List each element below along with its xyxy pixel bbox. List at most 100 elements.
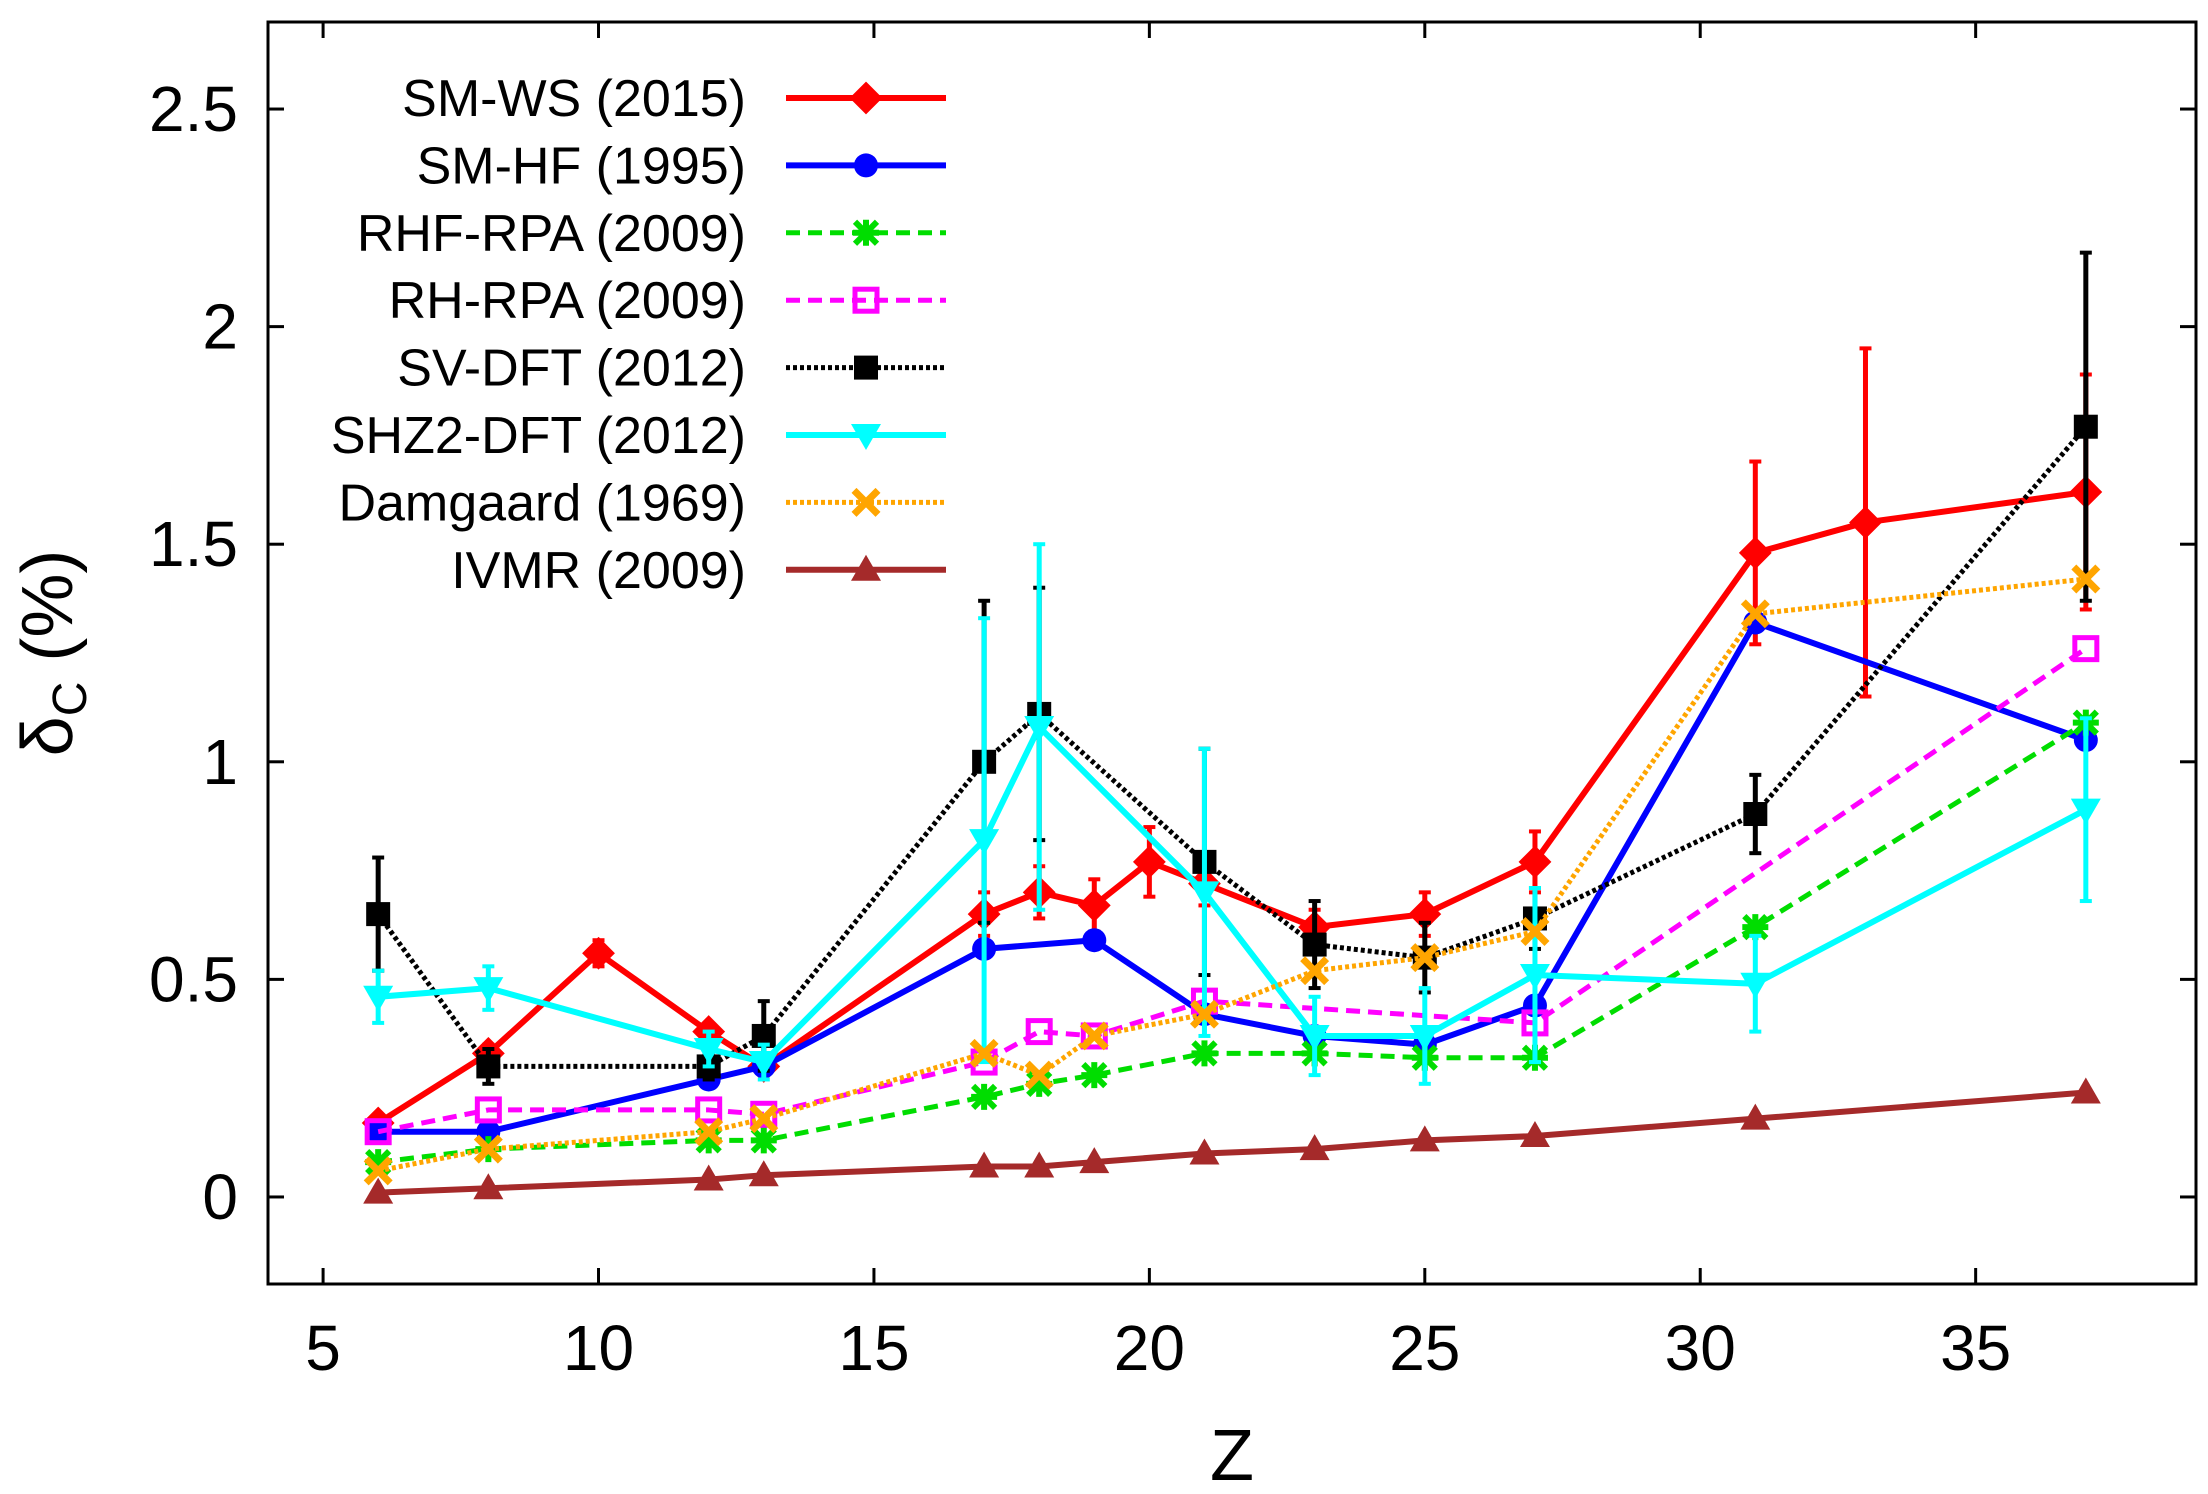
legend-label: RHF-RPA (2009) bbox=[357, 205, 746, 263]
x-tick-label: 10 bbox=[563, 1312, 634, 1384]
y-tick-label: 1 bbox=[202, 726, 238, 798]
data-point bbox=[1081, 1061, 1108, 1089]
data-point bbox=[363, 1177, 394, 1204]
data-point bbox=[582, 936, 615, 970]
data-point bbox=[1409, 1125, 1440, 1152]
data-point bbox=[748, 1160, 779, 1187]
series-line bbox=[376, 489, 2087, 1126]
plot-area bbox=[361, 250, 2103, 1204]
legend-entry: RHF-RPA (2009) bbox=[357, 205, 946, 263]
data-point bbox=[1191, 1040, 1218, 1067]
legend-marker bbox=[851, 487, 881, 517]
y-axis-title-suffix: (%) bbox=[8, 550, 88, 682]
x-tick-label: 25 bbox=[1389, 1312, 1460, 1384]
data-point bbox=[969, 1151, 1000, 1178]
data-point bbox=[2070, 1077, 2101, 1104]
data-point bbox=[1082, 928, 1107, 953]
data-point bbox=[474, 1096, 502, 1124]
x-tick-label: 5 bbox=[305, 1312, 341, 1384]
data-point bbox=[2071, 564, 2101, 594]
legend-entry: SHZ2-DFT (2012) bbox=[331, 407, 946, 465]
data-point bbox=[476, 1119, 501, 1144]
data-point bbox=[473, 977, 504, 1004]
data-point bbox=[473, 1173, 504, 1200]
legend-entry: SV-DFT (2012) bbox=[397, 340, 946, 398]
legend: SM-WS (2015) SM-HF (1995) RHF-RPA (2009) RH… bbox=[331, 70, 946, 600]
data-point bbox=[1079, 1147, 1110, 1174]
data-point bbox=[1518, 845, 1552, 879]
data-point bbox=[1849, 506, 1882, 539]
data-point bbox=[970, 1083, 998, 1111]
series-line bbox=[377, 646, 2088, 1135]
legend-entry: RH-RPA (2009) bbox=[389, 272, 946, 330]
data-point bbox=[1519, 1121, 1550, 1148]
legend-marker bbox=[851, 424, 881, 450]
data-point bbox=[969, 1038, 999, 1068]
data-point bbox=[1024, 1060, 1054, 1090]
legend-marker bbox=[852, 219, 880, 246]
plot-frame bbox=[266, 20, 2198, 1286]
data-point bbox=[473, 1134, 503, 1164]
series-line bbox=[377, 723, 2088, 1066]
data-point bbox=[695, 1127, 722, 1154]
x-tick-label: 20 bbox=[1114, 1312, 1185, 1384]
legend-label: IVMR (2009) bbox=[451, 542, 746, 600]
legend-entry: Damgaard (1969) bbox=[338, 474, 946, 532]
y-tick-label: 1.5 bbox=[149, 508, 238, 580]
data-point bbox=[694, 1117, 724, 1147]
legend-label: Damgaard (1969) bbox=[338, 474, 746, 532]
data-point bbox=[693, 1038, 724, 1065]
legend-entry: IVMR (2009) bbox=[451, 542, 946, 600]
legend-marker bbox=[849, 81, 883, 115]
legend-marker bbox=[852, 286, 880, 314]
data-point bbox=[1519, 964, 1550, 991]
legend-label: RH-RPA (2009) bbox=[389, 272, 746, 330]
data-point bbox=[1189, 1138, 1220, 1165]
y-axis-title-sub: C bbox=[44, 682, 97, 717]
legend-label: SHZ2-DFT (2012) bbox=[331, 407, 746, 465]
data-point bbox=[1189, 999, 1219, 1029]
data-point bbox=[1024, 715, 1055, 742]
legend-label: SV-DFT (2012) bbox=[397, 340, 746, 398]
series-line bbox=[378, 619, 2087, 1135]
data-point bbox=[748, 1051, 779, 1078]
data-point bbox=[1740, 1103, 1771, 1130]
data-point bbox=[364, 1118, 392, 1146]
data-point bbox=[1024, 1151, 1055, 1178]
data-point bbox=[1738, 536, 1772, 570]
y-axis-title: δC (%) bbox=[8, 550, 97, 757]
data-point bbox=[1520, 917, 1550, 946]
data-point bbox=[749, 1104, 779, 1134]
legend-marker bbox=[854, 153, 878, 178]
legend-entry: SM-WS (2015) bbox=[402, 70, 946, 128]
legend-marker bbox=[851, 554, 881, 581]
data-point bbox=[1742, 914, 1769, 941]
data-point bbox=[365, 1149, 392, 1176]
data-point bbox=[1025, 1018, 1053, 1046]
legend-label: SM-HF (1995) bbox=[417, 137, 746, 195]
data-point bbox=[1409, 1024, 1440, 1051]
data-point bbox=[2073, 414, 2098, 439]
data-point bbox=[1300, 956, 1330, 986]
series-5 bbox=[363, 542, 2101, 1086]
y-tick-label: 2.5 bbox=[149, 73, 238, 145]
series-6 bbox=[363, 564, 2101, 1186]
x-tick-label: 15 bbox=[838, 1312, 909, 1384]
series-7 bbox=[363, 1077, 2101, 1204]
legend-entry: SM-HF (1995) bbox=[417, 137, 946, 195]
data-point bbox=[1740, 972, 1771, 999]
data-point bbox=[1079, 1021, 1109, 1051]
data-point bbox=[1132, 845, 1166, 879]
x-tick-label: 35 bbox=[1940, 1312, 2011, 1384]
data-point bbox=[476, 1054, 501, 1079]
data-point bbox=[751, 1023, 776, 1048]
legend-label: SM-WS (2015) bbox=[402, 70, 746, 128]
data-point bbox=[969, 829, 1000, 856]
data-point bbox=[2070, 798, 2101, 825]
axes: 5 10 15 20 25 30 35 0 0.5 1 1.5 2 2.5 bbox=[149, 20, 2198, 1384]
y-tick-label: 0.5 bbox=[149, 943, 238, 1015]
y-axis-title-main: δ bbox=[8, 716, 88, 756]
data-point bbox=[363, 1156, 393, 1186]
